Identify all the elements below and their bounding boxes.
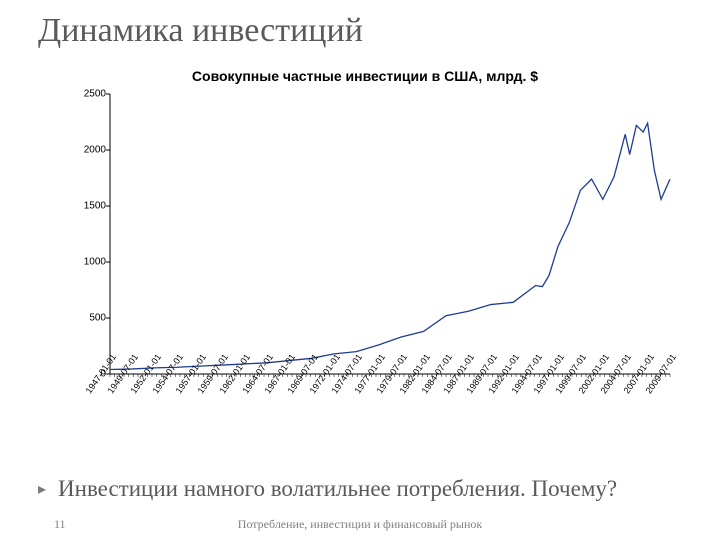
y-tick-label: 500	[89, 313, 106, 324]
bullet-line: ▸ Инвестиции намного волатильнее потребл…	[38, 476, 682, 502]
y-tick-label: 1000	[84, 257, 106, 268]
page-title: Динамика инвестиций	[38, 12, 363, 50]
bullet-icon: ▸	[38, 479, 46, 499]
plot-area: 05001000150020002500	[110, 94, 670, 374]
chart-title: Совокупные частные инвестиции в США, млр…	[70, 68, 660, 84]
y-tick-label: 2000	[84, 145, 106, 156]
y-tick-label: 1500	[84, 201, 106, 212]
slide: Динамика инвестиций Совокупные частные и…	[0, 0, 720, 540]
line-chart	[110, 94, 670, 374]
page-number: 11	[54, 517, 66, 532]
y-tick-label: 2500	[84, 89, 106, 100]
chart-container: Совокупные частные инвестиции в США, млр…	[70, 68, 660, 448]
y-axis-labels: 05001000150020002500	[70, 94, 106, 374]
bullet-text: Инвестиции намного волатильнее потреблен…	[58, 476, 617, 502]
footer-text: Потребление, инвестиции и финансовый рын…	[0, 517, 720, 532]
footer: 11 Потребление, инвестиции и финансовый …	[0, 517, 720, 532]
x-axis-labels: 1947-01-011949-07-011952-01-011954-07-01…	[110, 352, 670, 432]
